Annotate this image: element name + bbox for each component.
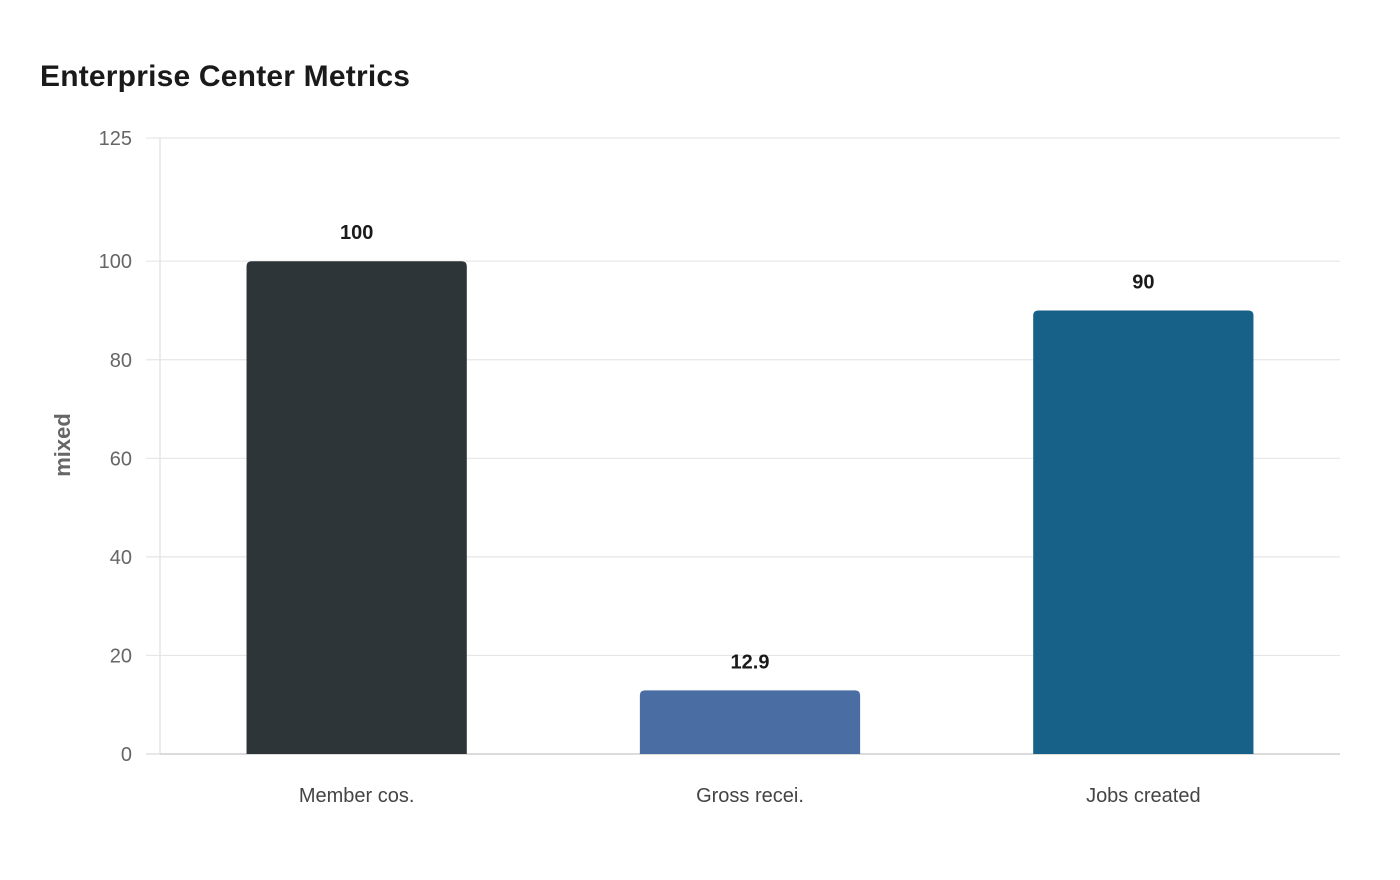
bar [639, 690, 861, 754]
x-tick-label: Gross recei. [696, 785, 804, 807]
bars [246, 261, 1254, 754]
value-label: 90 [1132, 271, 1154, 293]
value-label: 12.9 [731, 651, 770, 673]
y-tick-label: 0 [121, 744, 132, 766]
y-axis-title: mixed [50, 413, 75, 477]
y-tick-label: 80 [110, 350, 132, 372]
y-tick-label: 40 [110, 547, 132, 569]
x-tick-label: Jobs created [1086, 785, 1201, 807]
labels: 0 20 40 60 80 100 125 100 Member cos. 12.9 Gross r… [99, 128, 1201, 807]
bar [246, 261, 467, 754]
y-tick-label: 20 [110, 645, 132, 667]
y-tick-label: 125 [99, 128, 132, 150]
value-label: 100 [340, 222, 373, 244]
x-tick-label: Member cos. [299, 785, 415, 807]
y-tick-label: 60 [110, 448, 132, 470]
y-tick-label: 100 [99, 251, 132, 273]
bar [1033, 310, 1254, 754]
chart-title: Enterprise Center Metrics [40, 60, 411, 93]
